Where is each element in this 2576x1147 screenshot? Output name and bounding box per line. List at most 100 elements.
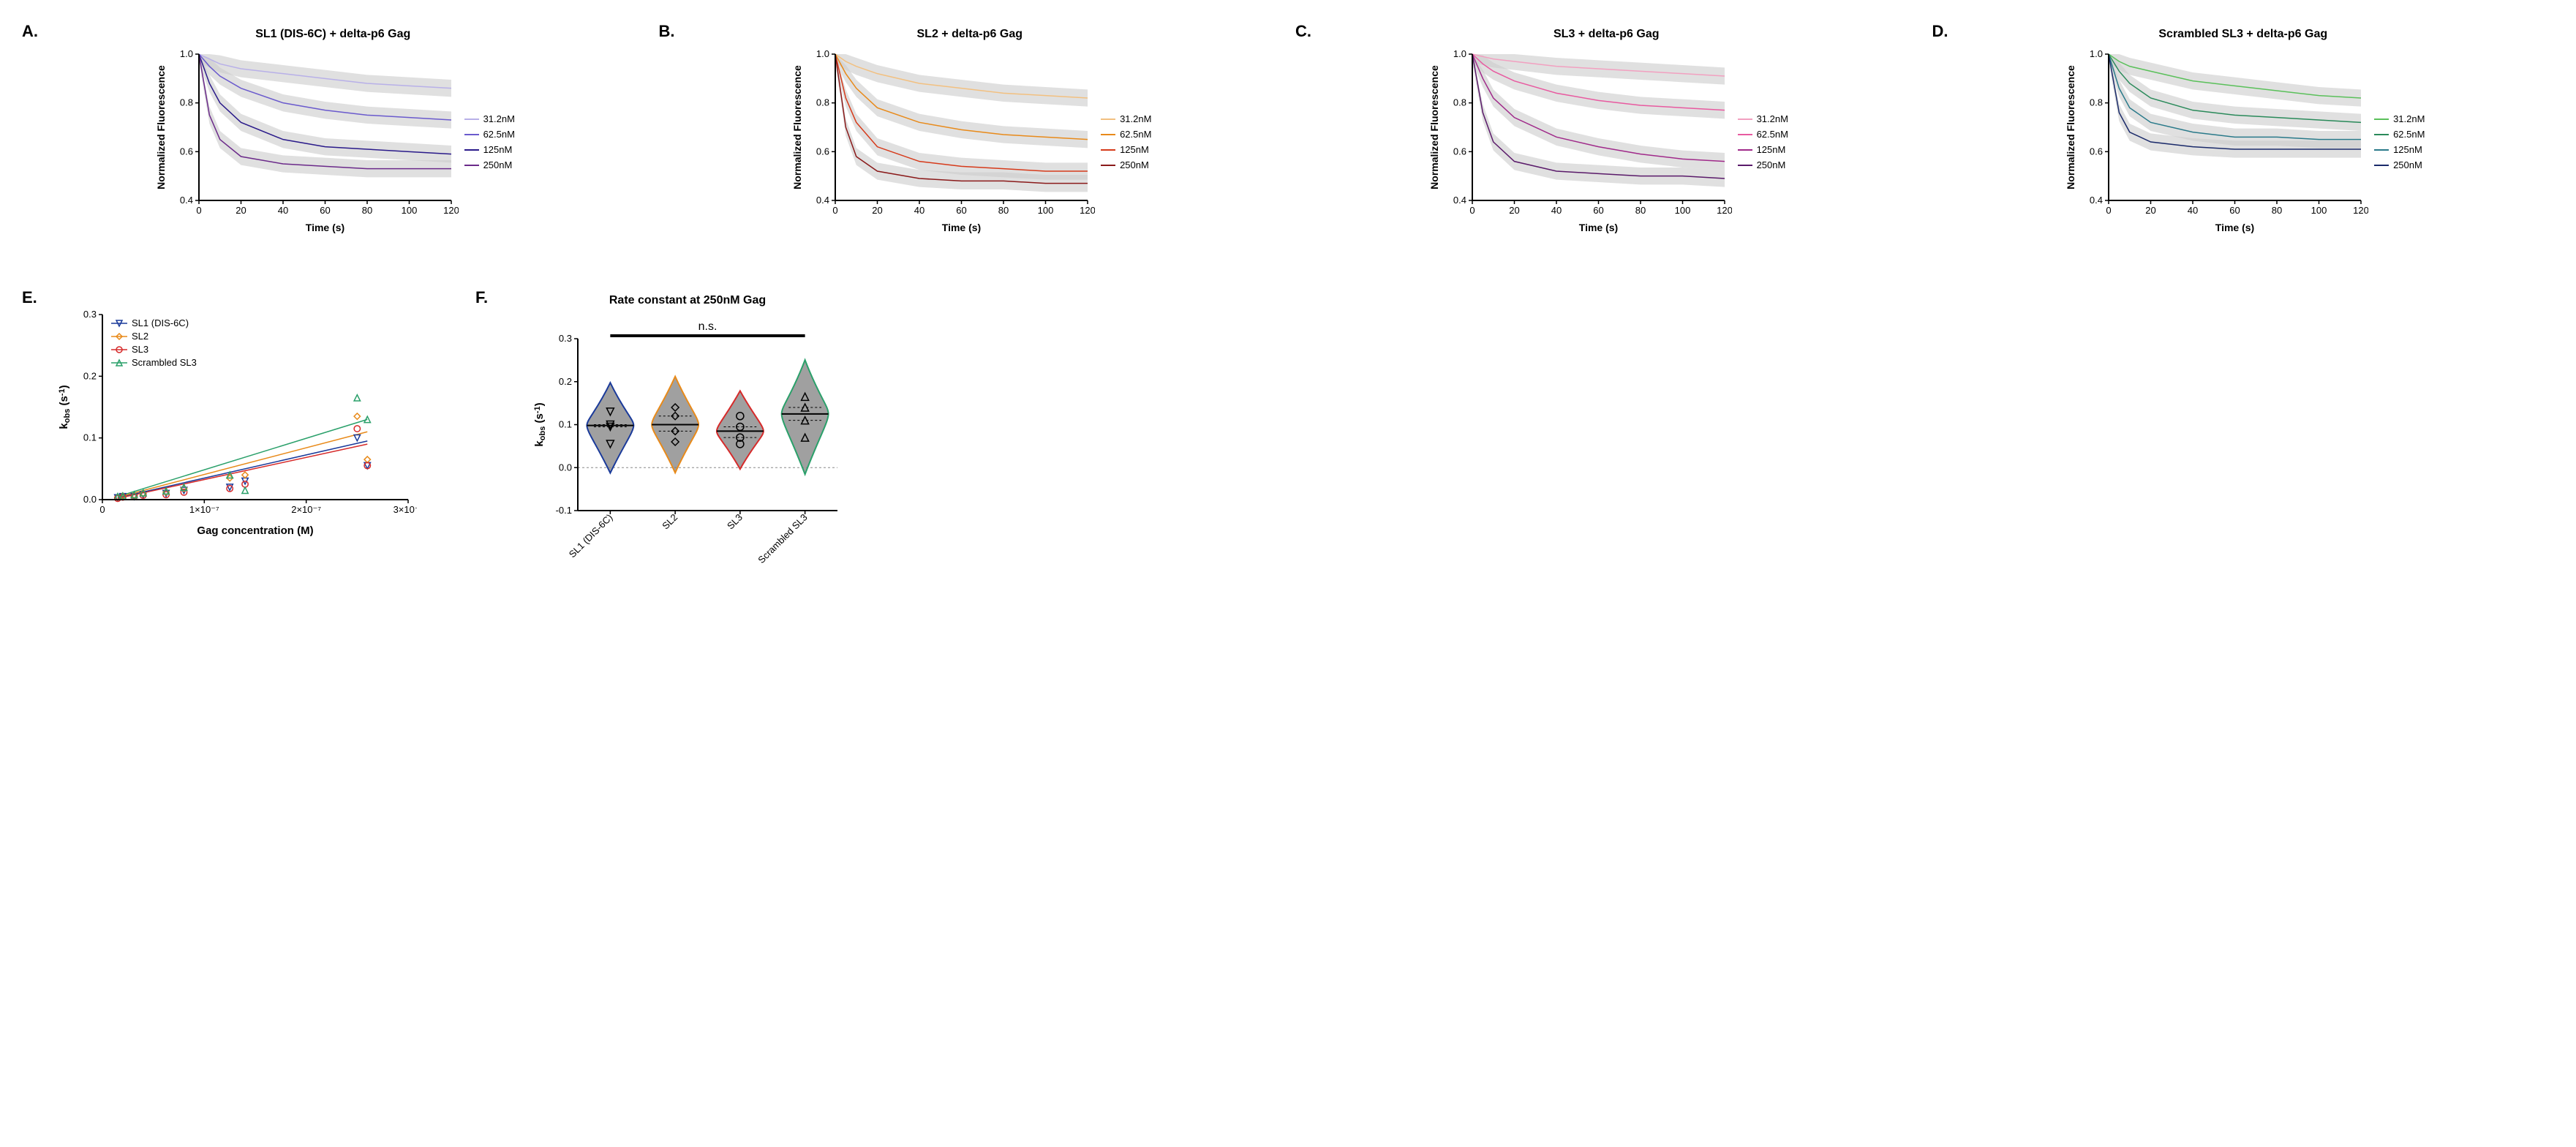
svg-text:0.0: 0.0	[559, 462, 572, 473]
legend-item: 62.5nM	[2374, 129, 2425, 140]
legend-item: 125nM	[2374, 144, 2425, 155]
panel-title-b: SL2 + delta-p6 Gag	[917, 28, 1023, 41]
svg-text:60: 60	[320, 205, 330, 216]
svg-text:1.0: 1.0	[2090, 48, 2103, 59]
legend-item: 31.2nM	[1738, 113, 1788, 124]
decay-chart-b: 0.40.60.81.0020406080100120Time (s)Norma…	[788, 47, 1095, 237]
svg-text:Time (s): Time (s)	[942, 222, 981, 233]
legend-label: 250nM	[1757, 159, 1786, 170]
svg-text:Normalized Fluorescence: Normalized Fluorescence	[155, 65, 167, 189]
panel-letter-d: D.	[1932, 22, 1948, 41]
svg-text:SL1 (DIS-6C): SL1 (DIS-6C)	[132, 317, 189, 328]
svg-text:100: 100	[1674, 205, 1690, 216]
panel-d: D. Scrambled SL3 + delta-p6 Gag 0.40.60.…	[1932, 22, 2555, 237]
svg-text:Time (s): Time (s)	[1578, 222, 1617, 233]
svg-text:0.6: 0.6	[2090, 146, 2103, 157]
svg-text:120: 120	[1080, 205, 1095, 216]
svg-text:Gag concentration (M): Gag concentration (M)	[197, 524, 313, 537]
legend-swatch	[1738, 119, 1752, 120]
legend-swatch	[2374, 119, 2389, 120]
svg-text:SL2: SL2	[660, 512, 679, 532]
svg-text:2×10⁻⁷: 2×10⁻⁷	[291, 504, 321, 515]
legend-item: 125nM	[1101, 144, 1151, 155]
svg-text:Normalized Fluorescence: Normalized Fluorescence	[791, 65, 803, 189]
svg-text:0.4: 0.4	[179, 195, 192, 206]
svg-text:0.6: 0.6	[1453, 146, 1466, 157]
svg-text:Normalized Fluorescence: Normalized Fluorescence	[2065, 65, 2076, 189]
legend-item: 31.2nM	[2374, 113, 2425, 124]
svg-text:0: 0	[1469, 205, 1475, 216]
svg-text:SL1 (DIS-6C): SL1 (DIS-6C)	[567, 512, 615, 560]
svg-text:0.2: 0.2	[83, 370, 97, 381]
legend-item: 62.5nM	[1738, 129, 1788, 140]
svg-text:100: 100	[1038, 205, 1054, 216]
legend-a: 31.2nM 62.5nM 125nM 250nM	[464, 113, 515, 170]
svg-text:1.0: 1.0	[1453, 48, 1466, 59]
svg-text:SL3: SL3	[725, 512, 745, 532]
svg-text:0.3: 0.3	[83, 309, 97, 320]
svg-text:0.3: 0.3	[559, 333, 572, 344]
svg-text:0.8: 0.8	[816, 97, 829, 108]
legend-b: 31.2nM 62.5nM 125nM 250nM	[1101, 113, 1151, 170]
panel-f: F. Rate constant at 250nM Gag -0.10.00.1…	[475, 288, 900, 591]
svg-text:Time (s): Time (s)	[305, 222, 344, 233]
legend-d: 31.2nM 62.5nM 125nM 250nM	[2374, 113, 2425, 170]
legend-c: 31.2nM62.5nM125nM250nM	[1738, 113, 1788, 170]
panel-c: C. SL3 + delta-p6 Gag 0.40.60.81.0020406…	[1295, 22, 1918, 237]
legend-swatch	[464, 119, 479, 120]
svg-text:100: 100	[401, 205, 417, 216]
legend-swatch	[2374, 149, 2389, 151]
panel-a: A. SL1 (DIS-6C) + delta-p6 Gag 0.40.60.8…	[22, 22, 644, 237]
svg-text:1.0: 1.0	[179, 48, 192, 59]
panel-title-d: Scrambled SL3 + delta-p6 Gag	[2158, 28, 2327, 41]
legend-label: 62.5nM	[1120, 129, 1151, 140]
svg-text:40: 40	[277, 205, 287, 216]
legend-label: 31.2nM	[1120, 113, 1151, 124]
svg-text:1.0: 1.0	[816, 48, 829, 59]
svg-text:40: 40	[914, 205, 924, 216]
svg-text:0.8: 0.8	[179, 97, 192, 108]
svg-text:120: 120	[1717, 205, 1732, 216]
svg-text:0.4: 0.4	[816, 195, 829, 206]
legend-item: 250nM	[1738, 159, 1788, 170]
legend-item: 62.5nM	[1101, 129, 1151, 140]
svg-text:20: 20	[236, 205, 246, 216]
legend-swatch	[1738, 134, 1752, 135]
svg-text:60: 60	[2229, 205, 2240, 216]
svg-text:0.0: 0.0	[83, 494, 97, 505]
svg-text:120: 120	[2353, 205, 2368, 216]
legend-label: 31.2nM	[2393, 113, 2425, 124]
svg-text:20: 20	[1509, 205, 1519, 216]
legend-item: 250nM	[2374, 159, 2425, 170]
svg-text:0: 0	[99, 504, 105, 515]
legend-item: 125nM	[464, 144, 515, 155]
svg-text:kobs (s-1): kobs (s-1)	[533, 402, 547, 446]
panel-letter-f: F.	[475, 288, 488, 307]
svg-text:80: 80	[1635, 205, 1645, 216]
legend-label: 62.5nM	[1757, 129, 1788, 140]
legend-label: 250nM	[2393, 159, 2422, 170]
svg-text:0: 0	[832, 205, 837, 216]
svg-text:80: 80	[998, 205, 1009, 216]
legend-label: 125nM	[1120, 144, 1149, 155]
legend-label: 31.2nM	[483, 113, 515, 124]
svg-text:0.6: 0.6	[179, 146, 192, 157]
svg-text:120: 120	[443, 205, 459, 216]
legend-swatch	[1101, 134, 1115, 135]
svg-text:n.s.: n.s.	[698, 320, 718, 333]
panel-title-c: SL3 + delta-p6 Gag	[1553, 28, 1659, 41]
svg-text:3×10⁻⁷: 3×10⁻⁷	[393, 504, 417, 515]
svg-text:1×10⁻⁷: 1×10⁻⁷	[189, 504, 219, 515]
panel-letter-c: C.	[1295, 22, 1311, 41]
panel-b: B. SL2 + delta-p6 Gag 0.40.60.81.0020406…	[659, 22, 1281, 237]
svg-text:Time (s): Time (s)	[2215, 222, 2254, 233]
scatter-chart-e: 0.0 0.1 0.2 0.3 0 1×10⁻⁷ 2×10⁻⁷ 3×10⁻⁷ Gag conce…	[51, 306, 417, 540]
svg-text:20: 20	[872, 205, 882, 216]
legend-item: 250nM	[464, 159, 515, 170]
svg-text:0.1: 0.1	[559, 419, 572, 430]
legend-label: 31.2nM	[1757, 113, 1788, 124]
svg-text:-0.1: -0.1	[556, 505, 572, 516]
legend-label: 250nM	[1120, 159, 1149, 170]
legend-label: 62.5nM	[483, 129, 515, 140]
svg-text:0.1: 0.1	[83, 432, 97, 443]
